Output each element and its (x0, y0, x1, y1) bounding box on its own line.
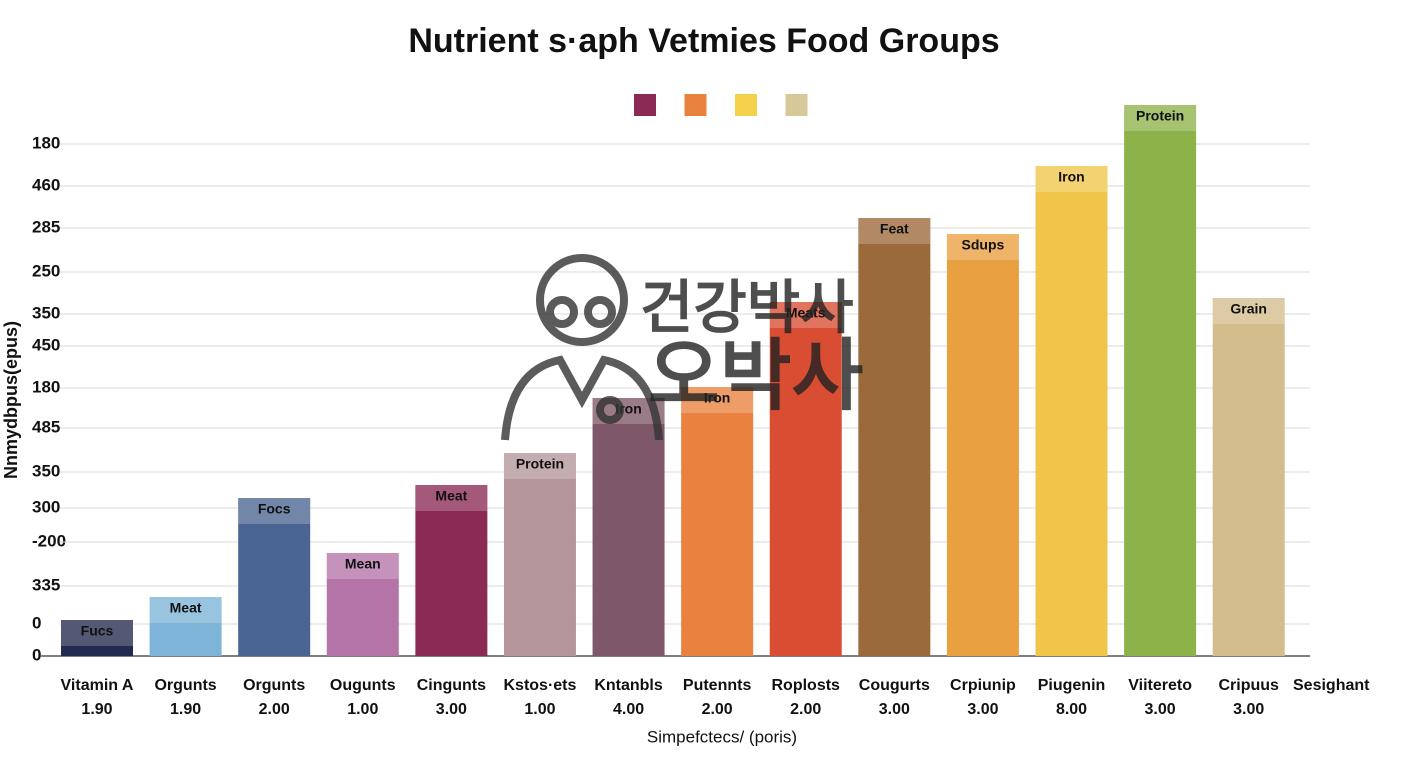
bar-cap (60, 620, 133, 646)
y-tick-label: 250 (32, 261, 60, 280)
x-sublabel: 2.00 (702, 701, 733, 718)
x-tick-label: Viitereto (1128, 677, 1192, 694)
y-tick-label: 335 (32, 575, 60, 594)
legend-swatch (634, 94, 656, 116)
legend-swatch (785, 94, 808, 116)
bar (858, 218, 931, 656)
x-tick-label: Orgunts (154, 677, 216, 694)
bar-label: Meat (435, 488, 467, 504)
bar-cap (503, 453, 576, 479)
x-tick-label: Vitamin A (61, 677, 134, 694)
bar (769, 302, 842, 656)
y-tick-label: 350 (32, 461, 60, 480)
x-tick-label: Putennts (683, 677, 752, 694)
bar-cap (1035, 166, 1108, 192)
bar-cap (1124, 105, 1197, 131)
x-tick-label: Piugenin (1038, 677, 1106, 694)
legend-swatch (735, 94, 757, 116)
bar-label: Focs (258, 501, 291, 517)
y-tick-label: 485 (32, 417, 60, 436)
extra-category: Sesighant (1293, 677, 1370, 694)
x-sublabel: 1.90 (81, 701, 112, 718)
bar (503, 453, 576, 656)
bar-cap (415, 485, 488, 511)
bar-label: Mean (345, 556, 381, 572)
y-tick-label: 180 (32, 133, 60, 152)
x-tick-label: Cripuus (1218, 677, 1279, 694)
x-tick-label: Cougurts (859, 677, 930, 694)
watermark-text: 건강박사 (640, 275, 853, 340)
y-tick-label: 0 (32, 613, 41, 632)
bar (592, 398, 665, 656)
bar-label: Meat (170, 600, 202, 616)
bar-label: Protein (516, 456, 564, 472)
y-tick-label: 180 (32, 377, 60, 396)
bar-cap (681, 387, 754, 413)
bar (1212, 298, 1285, 656)
bar (681, 387, 754, 656)
x-sublabel: 1.00 (347, 701, 378, 718)
x-axis-label: Simpefctecs/ (poris) (647, 727, 797, 746)
x-sublabel: 3.00 (879, 701, 910, 718)
x-tick-label: Roplosts (772, 677, 841, 694)
bar-label: Feat (880, 221, 909, 237)
x-sublabel: 8.00 (1056, 701, 1087, 718)
bar-label: Meats (786, 305, 826, 321)
y-tick-label: 285 (32, 217, 60, 236)
bar (326, 553, 399, 656)
x-sublabel: 1.90 (170, 701, 201, 718)
y-axis-label: Nnmydbpus(epus) (1, 321, 21, 479)
bar-label: Iron (704, 390, 730, 406)
bar-label: Fucs (81, 623, 114, 639)
bar-label: Grain (1230, 301, 1267, 317)
bar (415, 485, 488, 656)
legend-swatch (684, 94, 707, 116)
bar-label: Iron (1058, 169, 1084, 185)
bar-cap (769, 302, 842, 328)
bar-cap (1212, 298, 1285, 324)
watermark-icon (501, 254, 663, 441)
bar (946, 234, 1019, 656)
x-sublabel: 2.00 (790, 701, 821, 718)
bar-label: Sdups (962, 237, 1005, 253)
chart-title: Nutrient s·aph Vetmies Food Groups (408, 22, 999, 60)
y-tick-label: 0 (32, 645, 41, 664)
y-tick-label: 350 (32, 303, 60, 322)
x-sublabel: 3.00 (1145, 701, 1176, 718)
bar-cap (238, 498, 311, 524)
y-tick-label: 450 (32, 335, 60, 354)
x-tick-label: Orgunts (243, 677, 305, 694)
x-tick-label: Cingunts (417, 677, 486, 694)
bar-cap (946, 234, 1019, 260)
bar-label: Protein (1136, 108, 1184, 124)
bar (1035, 166, 1108, 656)
bar (149, 597, 222, 656)
bar-cap (149, 597, 222, 623)
y-tick-label: -200 (32, 531, 66, 550)
bar (60, 620, 133, 656)
x-sublabel: 2.00 (259, 701, 290, 718)
x-tick-label: Crpiunip (950, 677, 1016, 694)
bar-cap (858, 218, 931, 244)
watermark-text: 오박사 (648, 332, 863, 420)
x-sublabel: 3.00 (436, 701, 467, 718)
bar (238, 498, 311, 656)
x-sublabel: 4.00 (613, 701, 644, 718)
x-sublabel: 3.00 (1233, 701, 1264, 718)
x-tick-label: Kstos·ets (504, 677, 577, 694)
x-tick-label: Kntanbls (594, 677, 663, 694)
bar (1124, 105, 1197, 656)
y-tick-label: 460 (32, 175, 60, 194)
x-sublabel: 1.00 (524, 701, 555, 718)
bar-cap (326, 553, 399, 579)
x-tick-label: Ougunts (330, 677, 396, 694)
x-sublabel: 3.00 (967, 701, 998, 718)
y-tick-label: 300 (32, 497, 60, 516)
